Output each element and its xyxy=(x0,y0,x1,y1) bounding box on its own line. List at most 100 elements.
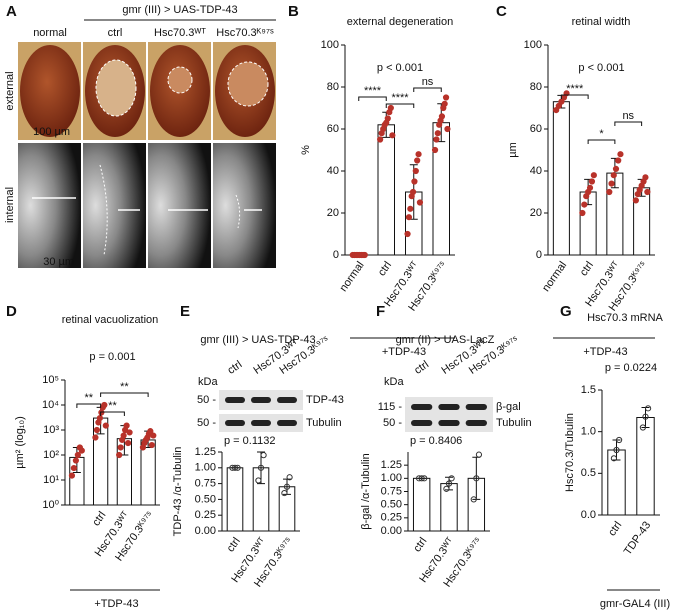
p-value: p = 0.0224 xyxy=(605,362,657,374)
panel-letter: G xyxy=(560,303,572,320)
data-point xyxy=(102,422,109,429)
y-axis-label: µm² (log₁₀) xyxy=(14,416,26,469)
y-tick-label: 10³ xyxy=(43,424,59,436)
data-point xyxy=(96,414,103,422)
blot-band xyxy=(438,404,460,410)
x-tick-label: ctrl xyxy=(225,536,243,555)
lane-label: ctrl xyxy=(412,359,431,377)
y-tick-label: 0.25 xyxy=(195,509,216,521)
band-label: TDP-43 xyxy=(306,394,344,406)
panel-letter: D xyxy=(6,303,17,320)
data-point xyxy=(606,188,613,196)
y-tick-label: 10² xyxy=(43,449,59,461)
data-point xyxy=(434,130,441,137)
data-point xyxy=(421,475,428,482)
data-point xyxy=(283,483,291,490)
data-point xyxy=(74,451,81,459)
y-tick-label: 0.00 xyxy=(195,525,216,537)
data-point xyxy=(68,472,76,479)
y-tick-label: 10¹ xyxy=(43,474,59,486)
significance-bracket xyxy=(100,392,149,397)
data-point xyxy=(124,439,132,447)
significance-bracket xyxy=(587,139,616,144)
data-point xyxy=(632,197,639,204)
y-tick-label: 0.00 xyxy=(381,525,402,537)
kda-marker: 50 - xyxy=(383,417,402,429)
x-tick-label: ctrl xyxy=(411,536,429,555)
data-point xyxy=(148,441,155,449)
y-axis-label: TDP-43 /α-Tubulin xyxy=(172,447,184,537)
blot-band xyxy=(465,404,487,410)
kda-label: kDa xyxy=(198,376,218,388)
y-tick-label: 1.00 xyxy=(195,462,216,474)
data-point xyxy=(407,205,414,212)
panel-letter: A xyxy=(6,3,17,20)
y-tick-label: 80 xyxy=(530,81,542,93)
panel-letter: F xyxy=(376,303,385,320)
x-tick-label: ctrl xyxy=(376,260,394,279)
data-point xyxy=(147,428,154,435)
data-point xyxy=(411,178,418,185)
data-point xyxy=(645,405,652,412)
significance-bracket xyxy=(385,103,415,108)
data-point xyxy=(642,413,649,420)
data-point xyxy=(92,434,99,441)
blot-band xyxy=(411,420,433,426)
significance-bracket xyxy=(358,96,387,101)
row-label: internal xyxy=(4,187,16,223)
y-tick-label: 0.75 xyxy=(381,485,402,497)
data-point xyxy=(286,474,293,481)
data-point xyxy=(78,447,85,454)
significance-bracket xyxy=(560,94,589,99)
y-tick-label: 0 xyxy=(333,249,339,261)
y-tick-label: 60 xyxy=(327,123,339,135)
data-point xyxy=(234,464,241,471)
significance-label: ** xyxy=(84,392,93,404)
data-point xyxy=(612,165,620,172)
data-point xyxy=(616,436,623,444)
genotype-header: gmr (III) > UAS-TDP-43 xyxy=(122,4,237,16)
data-point xyxy=(260,452,267,459)
significance-bracket xyxy=(76,403,102,408)
column-label: ctrl xyxy=(108,27,123,39)
y-tick-label: 60 xyxy=(530,123,542,135)
data-point xyxy=(72,457,79,464)
significance-label: ** xyxy=(108,400,117,412)
data-point xyxy=(433,136,440,143)
significance-label: **** xyxy=(391,92,409,104)
scale-bar-label: 30 µm xyxy=(43,256,74,268)
x-tick-label: ctrl xyxy=(90,510,108,529)
group-label: +TDP-43 xyxy=(382,346,426,358)
data-point xyxy=(404,230,411,238)
data-point xyxy=(610,455,618,462)
significance-label: ns xyxy=(622,110,634,122)
data-point xyxy=(443,485,450,492)
data-point xyxy=(441,100,448,107)
bar xyxy=(226,467,244,532)
chart-title: Hsc70.3 mRNA xyxy=(587,312,663,324)
data-point xyxy=(257,464,265,471)
column-label: Hsc70.3ᴷ⁹⁷ˢ xyxy=(216,27,274,39)
external-images: 100 µm xyxy=(18,42,276,140)
blot-band xyxy=(277,397,297,403)
p-value: p = 0.001 xyxy=(89,351,135,363)
blot-band xyxy=(411,404,433,410)
data-point xyxy=(448,475,455,482)
panel-a: A gmr (III) > UAS-TDP-43 normal ctrl Hsc… xyxy=(4,3,276,268)
data-point xyxy=(445,480,453,487)
genotype-header: gmr (III) > UAS-TDP-43 xyxy=(200,334,315,346)
data-point xyxy=(387,104,394,112)
data-point xyxy=(588,178,596,185)
data-point xyxy=(150,432,157,439)
bar xyxy=(377,124,395,256)
lane-label: ctrl xyxy=(226,359,245,377)
data-point xyxy=(473,475,480,482)
y-tick-label: 1.25 xyxy=(381,459,402,471)
band-label: β-gal xyxy=(496,401,521,413)
data-point xyxy=(412,167,419,175)
x-tick-label: ctrl xyxy=(606,520,624,539)
blot-band xyxy=(251,420,271,426)
kda-marker: 50 - xyxy=(197,394,216,406)
data-point xyxy=(126,429,133,436)
